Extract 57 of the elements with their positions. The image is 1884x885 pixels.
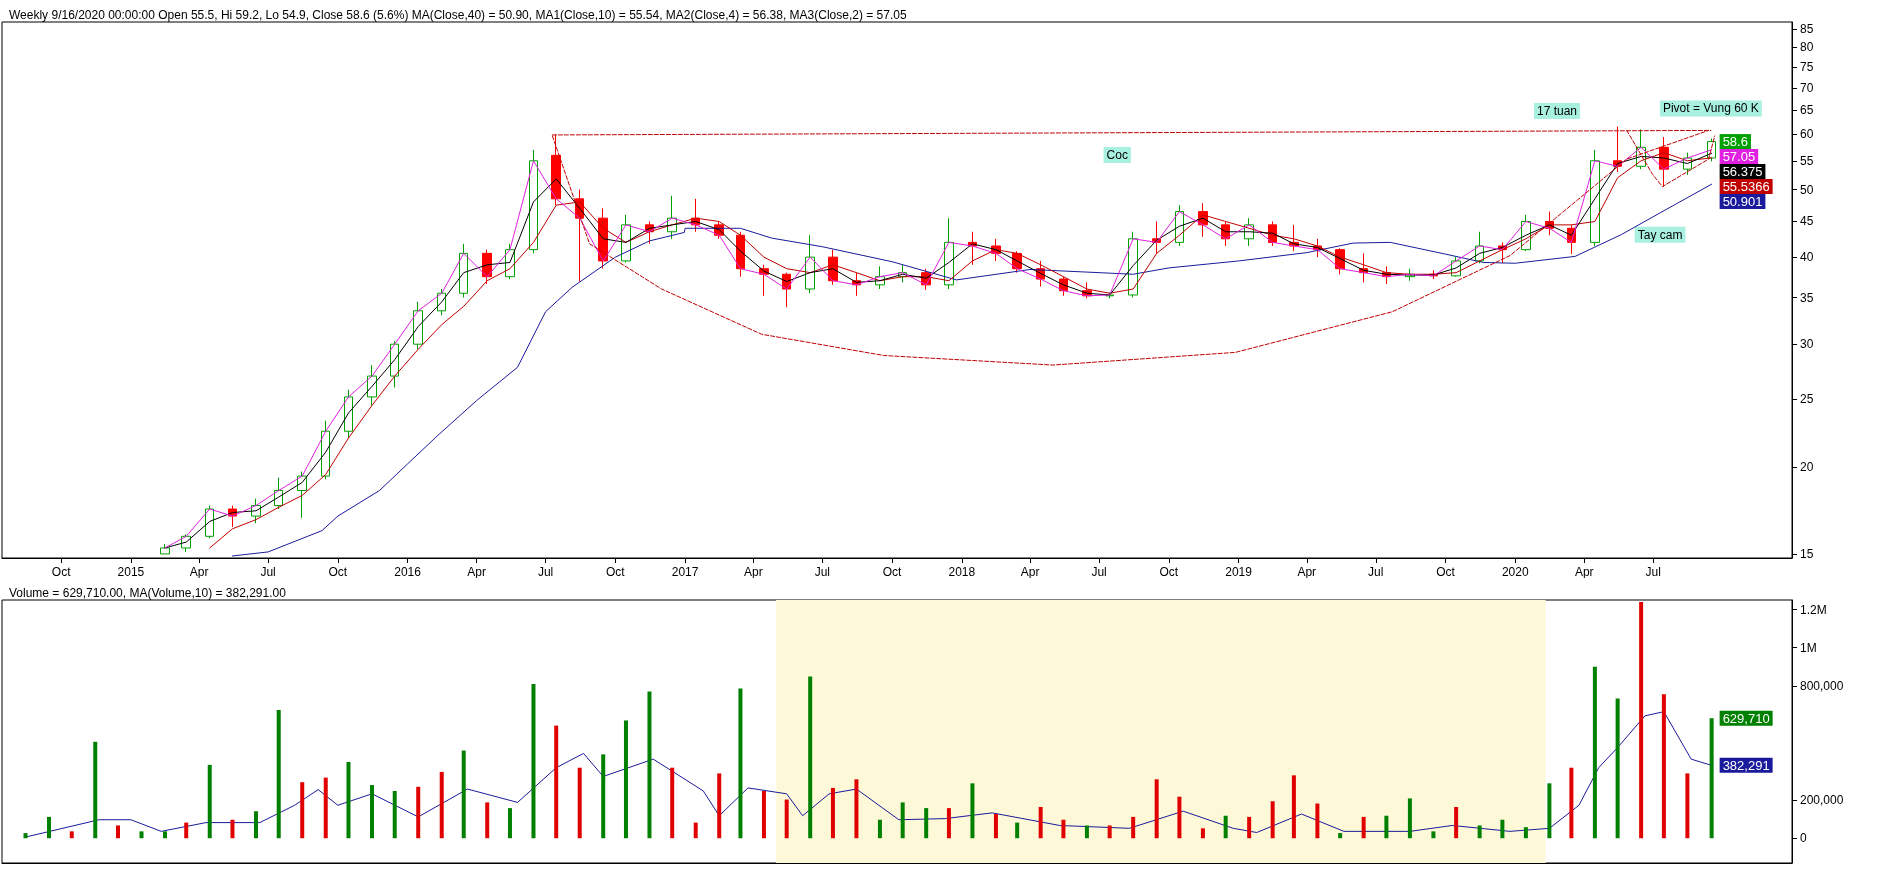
- x-tick-label: Jul: [814, 565, 830, 579]
- y-tick-label: 65: [1800, 103, 1814, 118]
- y-tick-label: 40: [1800, 250, 1814, 265]
- x-tick-label: Apr: [1297, 565, 1317, 579]
- x-tick-label: Oct: [606, 565, 626, 579]
- y-tick-label: 20: [1800, 459, 1814, 474]
- x-tick-label: 2017: [671, 565, 699, 579]
- annotation: 629,710: [1722, 710, 1770, 726]
- x-tick-label: Jul: [537, 565, 554, 579]
- x-tick-label: 2018: [948, 565, 976, 579]
- x-tick-label: Jul: [1091, 565, 1107, 579]
- annotation: Pivot = Vung 60 K: [1662, 101, 1759, 116]
- annotation: 56.375: [1722, 164, 1763, 180]
- annotation: 57.05: [1722, 149, 1756, 165]
- x-tick-label: 2015: [117, 565, 145, 579]
- x-tick-label: Oct: [1436, 565, 1456, 579]
- x-tick-label: Apr: [1020, 565, 1040, 579]
- x-tick-label: Apr: [743, 565, 763, 579]
- annotation: 382,291: [1722, 757, 1770, 773]
- y-tick-label: 45: [1800, 214, 1814, 229]
- x-tick-label: Oct: [882, 565, 903, 579]
- x-tick-label: 2020: [1501, 565, 1529, 579]
- y-tick-label: 1.2M: [1800, 602, 1827, 617]
- y-tick-label: 55: [1800, 153, 1814, 168]
- x-tick-label: Oct: [328, 565, 348, 579]
- annotation: Tay cam: [1637, 227, 1683, 242]
- y-tick-label: 35: [1800, 290, 1814, 305]
- y-tick-label: 60: [1800, 127, 1814, 142]
- x-tick-label: Apr: [467, 565, 486, 579]
- x-tick-label: Oct: [51, 565, 72, 579]
- y-tick-label: 1M: [1800, 640, 1817, 655]
- x-tick-label: 2016: [394, 565, 422, 579]
- y-tick-label: 25: [1800, 392, 1814, 407]
- x-tick-label: Jul: [1645, 565, 1661, 579]
- annotation: 58.6: [1722, 134, 1748, 150]
- chart-title: Weekly 9/16/2020 00:00:00 Open 55.5, Hi 59.2, Lo 54.9, Close 58.6 (5.6%) MA(Close,40) = 50.90, MA1(Close,10) = 55.54, MA2(Close,4) = 56.38, MA3(Close,2) = 57.05: [9, 8, 907, 22]
- annotation: 50.901: [1722, 194, 1763, 210]
- y-tick-label: 0: [1800, 831, 1807, 846]
- x-tick-label: Apr: [1574, 565, 1594, 579]
- annotation: 17 tuan: [1536, 103, 1577, 118]
- y-tick-label: 15: [1800, 546, 1814, 561]
- x-tick-label: Apr: [189, 565, 209, 579]
- y-tick-label: 800,000: [1800, 678, 1844, 693]
- y-tick-label: 30: [1800, 337, 1814, 352]
- y-tick-label: 85: [1800, 22, 1814, 37]
- y-tick-label: 50: [1800, 182, 1814, 197]
- y-tick-label: 75: [1800, 59, 1814, 74]
- x-tick-label: Oct: [1159, 565, 1179, 579]
- y-tick-label: 70: [1800, 80, 1814, 95]
- annotation: Coc: [1106, 147, 1128, 162]
- y-tick-label: 80: [1800, 40, 1814, 55]
- y-tick-label: 200,000: [1800, 793, 1844, 808]
- annotation: 55.5366: [1722, 179, 1770, 195]
- chart-title: Volume = 629,710.00, MA(Volume,10) = 382,291.00: [9, 586, 287, 600]
- x-tick-label: 2019: [1225, 565, 1253, 579]
- x-tick-label: Jul: [260, 565, 276, 579]
- x-tick-label: Jul: [1368, 565, 1384, 579]
